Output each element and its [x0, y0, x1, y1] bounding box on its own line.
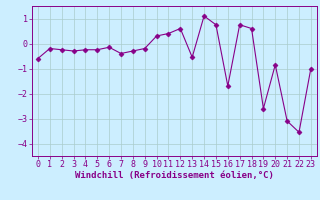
X-axis label: Windchill (Refroidissement éolien,°C): Windchill (Refroidissement éolien,°C) [75, 171, 274, 180]
